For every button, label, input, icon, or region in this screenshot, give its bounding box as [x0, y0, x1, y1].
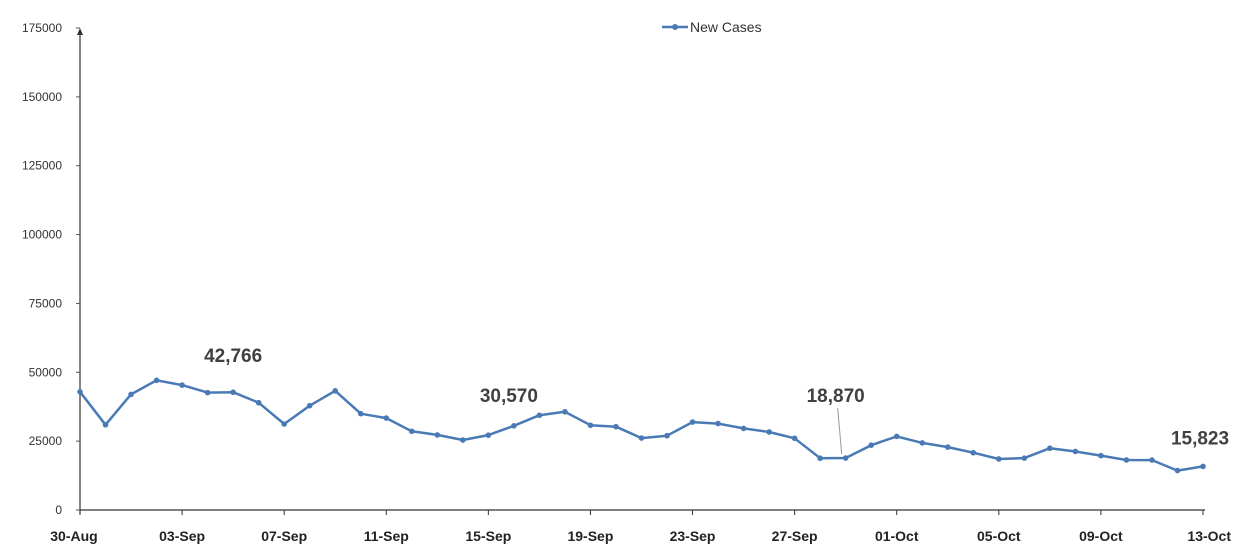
- data-point: [791, 435, 798, 442]
- annotation-label: 15,823: [1171, 428, 1229, 449]
- x-tick-label: 15-Sep: [465, 528, 511, 544]
- y-tick-label: 50000: [29, 365, 63, 379]
- data-point: [587, 422, 594, 429]
- data-point: [944, 444, 951, 450]
- data-point: [332, 388, 339, 394]
- data-point: [613, 423, 619, 430]
- data-point: [893, 433, 900, 440]
- data-point: [204, 389, 211, 396]
- y-tick-label: 175000: [22, 21, 62, 35]
- data-point: [766, 429, 772, 435]
- x-tick-label: 01-Oct: [875, 528, 919, 544]
- y-axis: 0 25000 50000 75000 100000 125000 150000 175000: [22, 21, 83, 517]
- data-point: [638, 435, 645, 441]
- annotations: 42,766 30,570 18,870 15,823: [204, 346, 1229, 455]
- data-point: [817, 455, 823, 462]
- y-tick-label: 0: [55, 503, 62, 517]
- data-point: [664, 432, 670, 439]
- data-point: [383, 415, 390, 421]
- data-point: [485, 432, 492, 438]
- legend-marker-swatch: [672, 24, 678, 30]
- data-point: [996, 456, 1002, 462]
- x-tick-label: 11-Sep: [364, 528, 409, 544]
- x-tick-label: 19-Sep: [567, 528, 613, 544]
- data-point: [536, 412, 543, 419]
- x-tick-label: 23-Sep: [670, 528, 716, 544]
- data-point: [689, 419, 696, 425]
- data-point: [357, 410, 364, 417]
- data-point: [434, 432, 441, 438]
- data-point: [511, 423, 517, 429]
- data-point: [77, 389, 83, 395]
- data-point: [1021, 455, 1028, 461]
- annotation-leader-line: [837, 407, 843, 455]
- annotation-label: 42,766: [204, 346, 262, 367]
- data-point: [562, 408, 568, 415]
- data-point: [868, 442, 875, 448]
- series-line: [79, 379, 1204, 472]
- data-point: [255, 399, 262, 406]
- data-point: [1174, 467, 1181, 474]
- x-tick-label: 05-Oct: [977, 528, 1021, 544]
- data-point: [1047, 445, 1053, 452]
- y-axis-arrow: [77, 28, 83, 35]
- data-point: [715, 420, 721, 427]
- x-tick-label: 13-Oct: [1187, 528, 1231, 544]
- x-tick-label: 09-Oct: [1079, 528, 1123, 544]
- data-point: [970, 449, 977, 456]
- data-point: [179, 382, 185, 388]
- x-tick-label: 30-Aug: [50, 528, 97, 544]
- data-point: [460, 437, 466, 443]
- data-point: [740, 425, 747, 432]
- annotation-label: 30,570: [480, 386, 538, 407]
- y-tick-label: 150000: [22, 90, 62, 104]
- data-point: [1123, 457, 1130, 463]
- x-tick-label: 27-Sep: [772, 528, 818, 544]
- data-point: [128, 391, 134, 398]
- series-new-cases: [77, 377, 1206, 474]
- legend: New Cases: [662, 19, 762, 35]
- x-tick-label: 07-Sep: [261, 528, 307, 544]
- data-point: [919, 440, 926, 446]
- data-point: [153, 377, 160, 384]
- data-point: [842, 455, 849, 461]
- data-point: [102, 421, 109, 428]
- data-point: [230, 389, 236, 396]
- data-point: [1072, 448, 1079, 455]
- data-point: [306, 402, 313, 409]
- x-axis: 30-Aug 03-Sep 07-Sep 11-Sep 15-Sep 19-Sep 23-S…: [50, 509, 1231, 544]
- data-point: [408, 428, 415, 435]
- data-point: [1200, 463, 1206, 470]
- x-tick-label: 03-Sep: [159, 528, 205, 544]
- y-tick-label: 100000: [22, 228, 62, 242]
- data-point: [281, 421, 287, 427]
- legend-label: New Cases: [690, 19, 762, 35]
- annotation-label: 18,870: [807, 386, 865, 407]
- y-tick-label: 75000: [29, 296, 63, 310]
- y-tick-label: 125000: [22, 159, 62, 173]
- data-point: [1098, 452, 1104, 459]
- data-point: [1149, 457, 1155, 463]
- y-tick-label: 25000: [29, 434, 63, 448]
